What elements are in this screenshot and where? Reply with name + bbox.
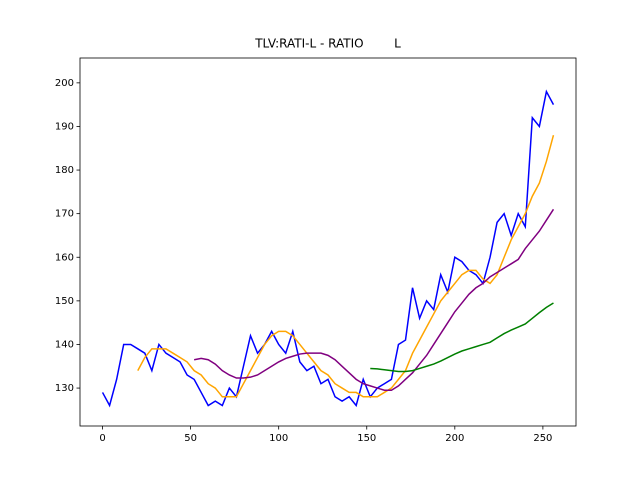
x-tick-label: 0: [99, 433, 105, 444]
y-tick-label: 200: [55, 78, 74, 89]
x-tick-label: 50: [184, 433, 197, 444]
chart-title: TLV:RATI-L - RATIO L: [254, 37, 401, 51]
y-tick-label: 170: [55, 209, 74, 220]
y-tick-label: 150: [55, 296, 74, 307]
series-line: [101, 89, 555, 408]
y-tick-label: 140: [55, 339, 74, 350]
y-tick-label: 130: [55, 383, 74, 394]
series-line: [370, 302, 554, 373]
y-tick-label: 160: [55, 252, 74, 263]
y-tick-label: 180: [55, 165, 74, 176]
x-tick-label: 250: [533, 433, 552, 444]
series-line: [193, 208, 555, 391]
y-tick-label: 190: [55, 121, 74, 132]
x-tick-label: 150: [357, 433, 376, 444]
series-line: [137, 134, 555, 398]
x-tick-label: 200: [445, 433, 464, 444]
plot-frame: [79, 57, 577, 427]
x-tick-label: 100: [269, 433, 288, 444]
